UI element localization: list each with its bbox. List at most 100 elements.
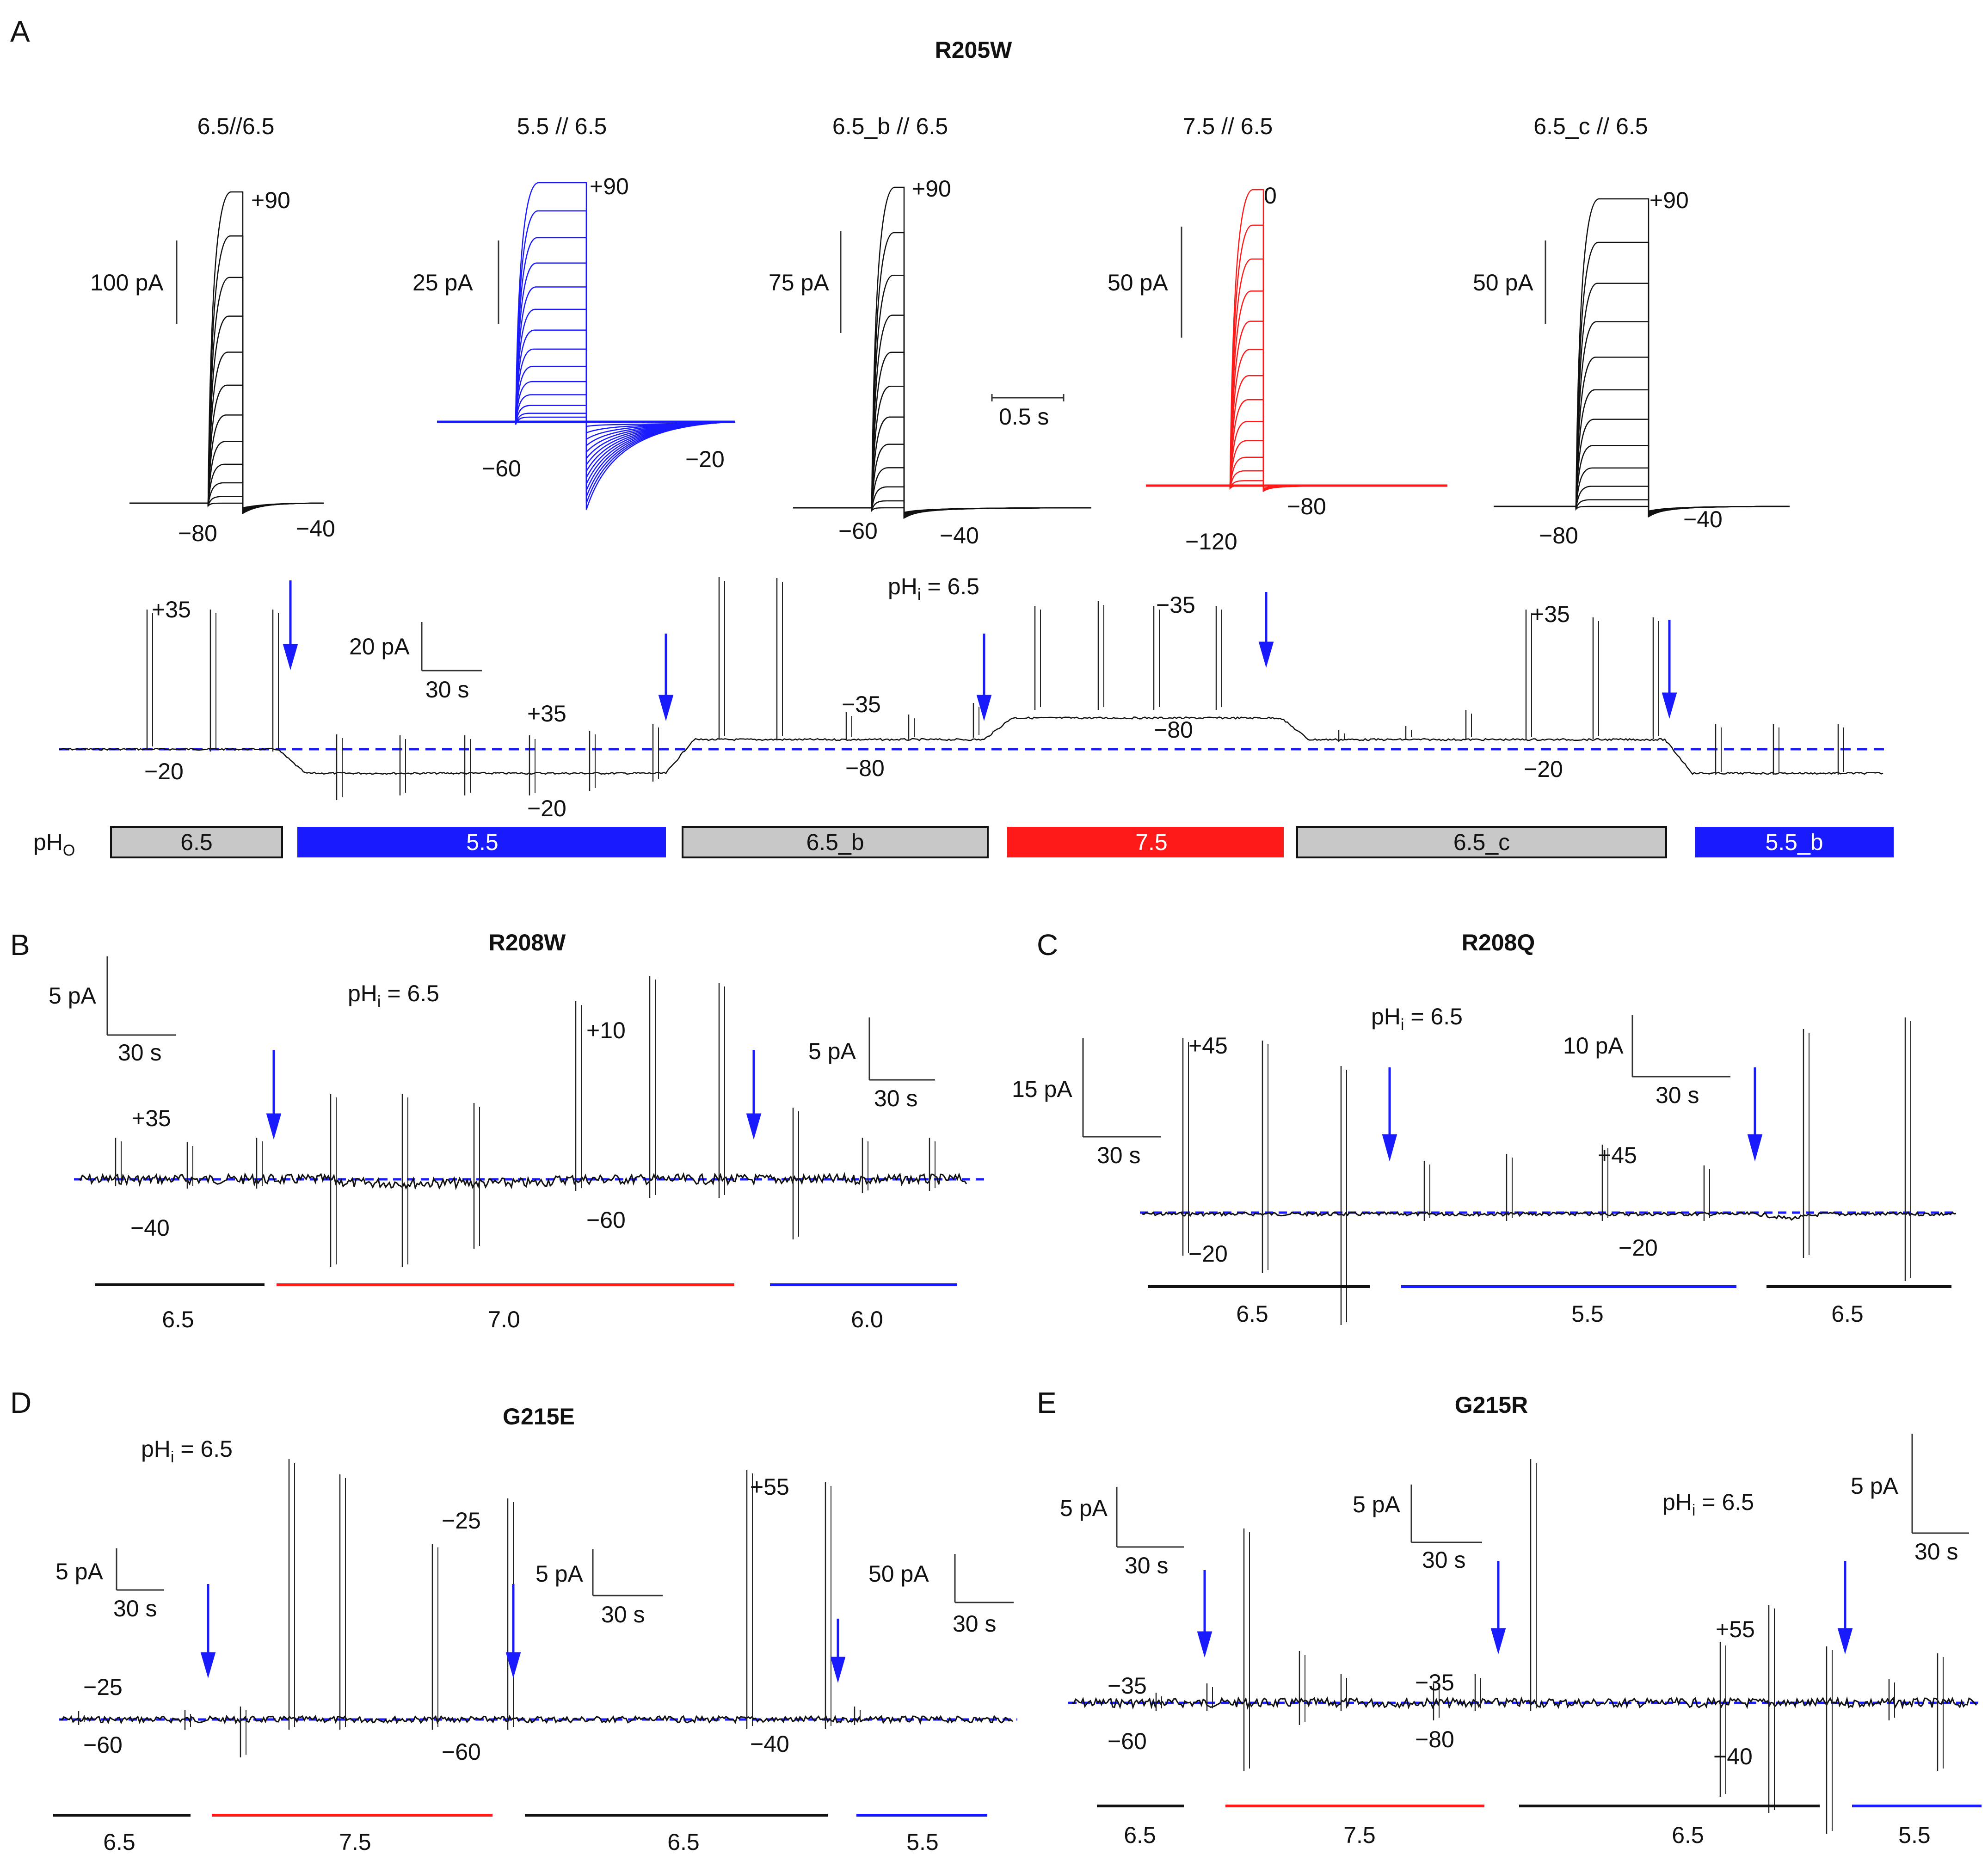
scale-bar-label: 30 s xyxy=(118,1040,162,1066)
panel-d: D G215E pHi = 6.5 5 pA 30 s 5 pA 30 s 50… xyxy=(10,1386,1017,1855)
current-trace xyxy=(1494,283,1790,517)
voltage-label: −20 xyxy=(527,795,566,821)
voltage-label: −40 xyxy=(940,523,979,548)
current-trace xyxy=(437,182,736,510)
pho-bar xyxy=(1695,827,1894,857)
arrow-head-icon xyxy=(505,1652,521,1679)
arrow-head-icon xyxy=(1490,1628,1506,1655)
voltage-label: −60 xyxy=(442,1739,481,1765)
current-trace xyxy=(1494,389,1790,515)
timecourse-spikes xyxy=(1182,1017,1911,1325)
current-trace xyxy=(129,277,324,513)
current-family xyxy=(1494,198,1790,518)
ph-bar-label: 6.5 xyxy=(103,1829,135,1855)
timecourse-trace xyxy=(1071,1696,1977,1710)
pho-bar-label: 6.5_b xyxy=(806,829,864,855)
voltage-label: −40 xyxy=(296,516,335,542)
ph-bar-label: 6.5 xyxy=(162,1306,194,1332)
timecourse-spikes xyxy=(1155,1459,1944,1834)
scale-bar-label: 5 pA xyxy=(1851,1473,1899,1499)
arrow-head-icon xyxy=(1837,1628,1853,1655)
scale-bar-label: 30 s xyxy=(425,677,469,702)
ph-bar-label: 5.5 xyxy=(906,1829,939,1855)
ph-bar-label: 5.5 xyxy=(1571,1301,1604,1327)
scale-bar-label: 30 s xyxy=(601,1602,645,1627)
panel-letter: A xyxy=(10,15,30,48)
voltage-label: −35 xyxy=(1156,592,1195,618)
current-trace xyxy=(1146,189,1448,493)
arrow-head-icon xyxy=(283,644,298,671)
panel-letter: B xyxy=(10,928,30,961)
timecourse-trace xyxy=(1142,1211,1957,1221)
scale-bar-label: 5 pA xyxy=(535,1561,584,1587)
phi-label: pHi = 6.5 xyxy=(348,980,439,1011)
current-family xyxy=(1146,189,1448,493)
voltage-label: +35 xyxy=(152,597,191,622)
current-trace xyxy=(793,351,1092,517)
current-trace xyxy=(793,467,1092,515)
pho-bar-label: 6.5_c xyxy=(1453,829,1510,855)
timecourse-trace xyxy=(60,1714,1014,1725)
current-family xyxy=(437,182,736,510)
voltage-label: −80 xyxy=(178,520,217,546)
arrow-head-icon xyxy=(1662,692,1677,719)
ph-bar-label: 7.5 xyxy=(1343,1822,1376,1848)
arrow-head-icon xyxy=(1747,1134,1763,1162)
current-trace xyxy=(793,275,1092,518)
arrow-head-icon xyxy=(976,695,992,721)
voltage-label: −60 xyxy=(1108,1728,1147,1754)
ph-bar-label: 6.5 xyxy=(1831,1301,1864,1327)
voltage-label: 0 xyxy=(1264,183,1277,209)
scale-bar-label: 5 pA xyxy=(808,1038,856,1064)
scale-bar-label: 20 pA xyxy=(349,634,410,659)
ph-bar-label: 7.0 xyxy=(488,1306,520,1332)
current-trace xyxy=(1146,258,1448,492)
panel-title: G215E xyxy=(503,1404,575,1430)
phi-label: pHi = 6.5 xyxy=(1371,1004,1463,1034)
scale-bar-label: 5 pA xyxy=(1060,1495,1108,1521)
current-trace xyxy=(1146,399,1448,491)
current-trace xyxy=(1146,224,1448,492)
ph-bar-label: 5.5 xyxy=(1898,1822,1931,1848)
panel-letter: D xyxy=(10,1386,31,1419)
scale-bar-label: 5 pA xyxy=(1353,1491,1401,1517)
voltage-label: −60 xyxy=(83,1732,123,1758)
current-trace xyxy=(437,381,736,454)
current-trace xyxy=(1146,290,1448,492)
voltage-label: −20 xyxy=(144,758,184,784)
pho-bars: 6.5 5.5 6.5_b 7.5 6.5_c 5.5_b xyxy=(110,826,1894,858)
current-trace xyxy=(1146,375,1448,491)
current-trace xyxy=(1146,421,1448,491)
voltage-label: −80 xyxy=(1415,1726,1454,1752)
current-trace xyxy=(1494,198,1790,518)
scale-bar-label: 30 s xyxy=(1656,1082,1699,1108)
voltage-label: +45 xyxy=(1598,1142,1637,1168)
timecourse-trace xyxy=(59,716,1883,775)
voltage-label: −120 xyxy=(1185,529,1237,555)
scale-bar-label: 30 s xyxy=(1422,1547,1466,1573)
voltage-label: −60 xyxy=(586,1207,626,1233)
pho-bar-label: 6.5 xyxy=(180,829,213,855)
voltage-label: −35 xyxy=(1415,1670,1454,1695)
voltage-label: +55 xyxy=(1716,1616,1755,1642)
family-label: 5.5 // 6.5 xyxy=(517,113,607,139)
pho-bar-label: 5.5_b xyxy=(1765,829,1823,855)
wash-arrows xyxy=(1382,1067,1763,1162)
scale-bar-label: 30 s xyxy=(953,1611,997,1637)
voltage-label: −20 xyxy=(1524,756,1563,782)
current-trace xyxy=(793,416,1092,516)
voltage-label: −20 xyxy=(1188,1241,1228,1267)
ph-bar-label: 6.5 xyxy=(1236,1301,1268,1327)
voltage-label: +90 xyxy=(912,176,951,202)
family-label: 6.5_b // 6.5 xyxy=(832,113,948,139)
voltage-label: +10 xyxy=(586,1017,626,1043)
current-trace xyxy=(129,482,324,510)
ph-bar-label: 6.0 xyxy=(851,1306,883,1332)
voltage-label: +45 xyxy=(1188,1033,1228,1059)
arrow-head-icon xyxy=(658,695,674,721)
panel-title: R205W xyxy=(935,37,1013,63)
pho-bar xyxy=(297,827,666,857)
current-trace xyxy=(1494,357,1790,516)
panel-letter: C xyxy=(1037,928,1058,961)
voltage-label: −40 xyxy=(1713,1744,1753,1769)
